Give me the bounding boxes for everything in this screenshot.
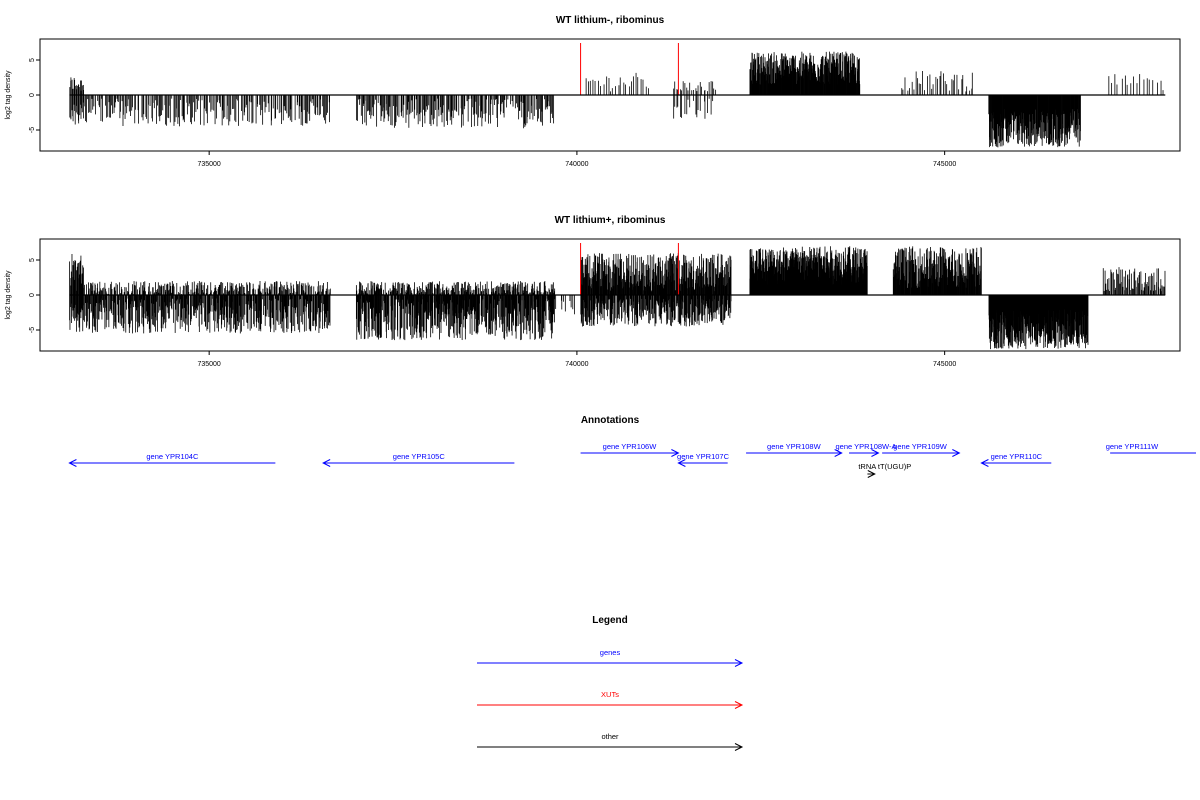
y-tick-label: 0 bbox=[29, 293, 36, 297]
annotation-feature: gene YPR108W bbox=[746, 442, 843, 457]
annotation-items: gene YPR104C gene YPR105C gene YPR106W gene… bbox=[68, 442, 1196, 478]
legend-arrowhead bbox=[734, 659, 744, 667]
panel-1-bars bbox=[69, 43, 1166, 148]
y-tick-label: 5 bbox=[29, 258, 36, 262]
legend-items: genes XUTs other bbox=[477, 648, 744, 751]
panel-1-title: WT lithium-, ribominus bbox=[556, 15, 665, 26]
annotation-arrowhead bbox=[68, 459, 77, 467]
annotation-label: gene YPR108W bbox=[767, 442, 822, 451]
annotation-feature: gene YPR110C bbox=[980, 452, 1052, 467]
legend-arrowhead bbox=[734, 701, 744, 709]
y-tick-label: 5 bbox=[29, 58, 36, 62]
annotation-label: gene YPR105C bbox=[393, 452, 446, 461]
panel-2-axes: -5 0 5 735000 740000 745000 bbox=[29, 258, 956, 368]
y-tick-label: -5 bbox=[29, 327, 36, 333]
x-tick-label: 740000 bbox=[565, 361, 588, 368]
panel-2-ylabel: log2 tag density bbox=[5, 270, 12, 320]
annotation-arrowhead bbox=[871, 449, 880, 457]
annotation-feature: gene YPR104C bbox=[68, 452, 276, 467]
annotation-arrowhead bbox=[671, 449, 680, 457]
x-tick-label: 735000 bbox=[197, 361, 220, 368]
y-tick-label: 0 bbox=[29, 93, 36, 97]
annotation-label: gene YPR108W-A bbox=[835, 442, 896, 451]
annotations-title: Annotations bbox=[581, 415, 640, 426]
panel-2-bars bbox=[69, 243, 1166, 350]
legend-panel: Legend genes XUTs other bbox=[477, 615, 744, 751]
annotation-arrowhead bbox=[677, 459, 686, 467]
annotation-arrowhead bbox=[322, 459, 331, 467]
y-tick-label: -5 bbox=[29, 127, 36, 133]
annotation-feature: gene YPR107C bbox=[677, 452, 730, 467]
annotation-label: gene YPR104C bbox=[146, 452, 199, 461]
x-tick-label: 740000 bbox=[565, 161, 588, 168]
legend-entry: genes bbox=[477, 648, 744, 667]
annotation-label: gene YPR109W bbox=[893, 442, 948, 451]
annotation-arrowhead bbox=[867, 470, 876, 478]
panel-2-title: WT lithium+, ribominus bbox=[555, 215, 666, 226]
legend-entry-label: other bbox=[601, 732, 619, 741]
legend-entry-label: XUTs bbox=[601, 690, 619, 699]
annotation-label: gene YPR106W bbox=[603, 442, 658, 451]
annotation-arrowhead bbox=[952, 449, 961, 457]
legend-entry-label: genes bbox=[600, 648, 621, 657]
legend-entry: other bbox=[477, 732, 744, 751]
legend-arrowhead bbox=[734, 743, 744, 751]
x-tick-label: 735000 bbox=[197, 161, 220, 168]
panel-1-ylabel: log2 tag density bbox=[5, 70, 12, 120]
panel-1-axes: -5 0 5 735000 740000 745000 bbox=[29, 58, 956, 168]
annotation-feature: gene YPR111W bbox=[1106, 442, 1196, 454]
annotation-label: gene YPR111W bbox=[1106, 442, 1159, 451]
legend-title: Legend bbox=[592, 615, 628, 626]
panel-2: WT lithium+, ribominus log2 tag density … bbox=[5, 215, 1181, 368]
annotation-feature: gene YPR105C bbox=[322, 452, 515, 467]
annotation-feature: gene YPR108W-A bbox=[835, 442, 897, 457]
x-tick-label: 745000 bbox=[933, 161, 956, 168]
annotation-label: gene YPR107C bbox=[677, 452, 730, 461]
annotation-feature: gene YPR109W bbox=[882, 442, 961, 457]
annotation-arrowhead bbox=[834, 449, 843, 457]
annotations-panel: Annotations gene YPR104C gene YPR105Cgene… bbox=[68, 415, 1196, 478]
annotation-label: tRNA tT(UGU)P bbox=[858, 462, 911, 471]
annotation-feature: gene YPR106W bbox=[580, 442, 680, 457]
annotation-feature: tRNA tT(UGU)P bbox=[858, 462, 911, 478]
annotation-label: gene YPR110C bbox=[991, 452, 1043, 461]
annotation-arrowhead bbox=[980, 459, 989, 467]
legend-entry: XUTs bbox=[477, 690, 744, 709]
x-tick-label: 745000 bbox=[933, 361, 956, 368]
panel-1: WT lithium-, ribominus log2 tag density … bbox=[5, 15, 1181, 168]
